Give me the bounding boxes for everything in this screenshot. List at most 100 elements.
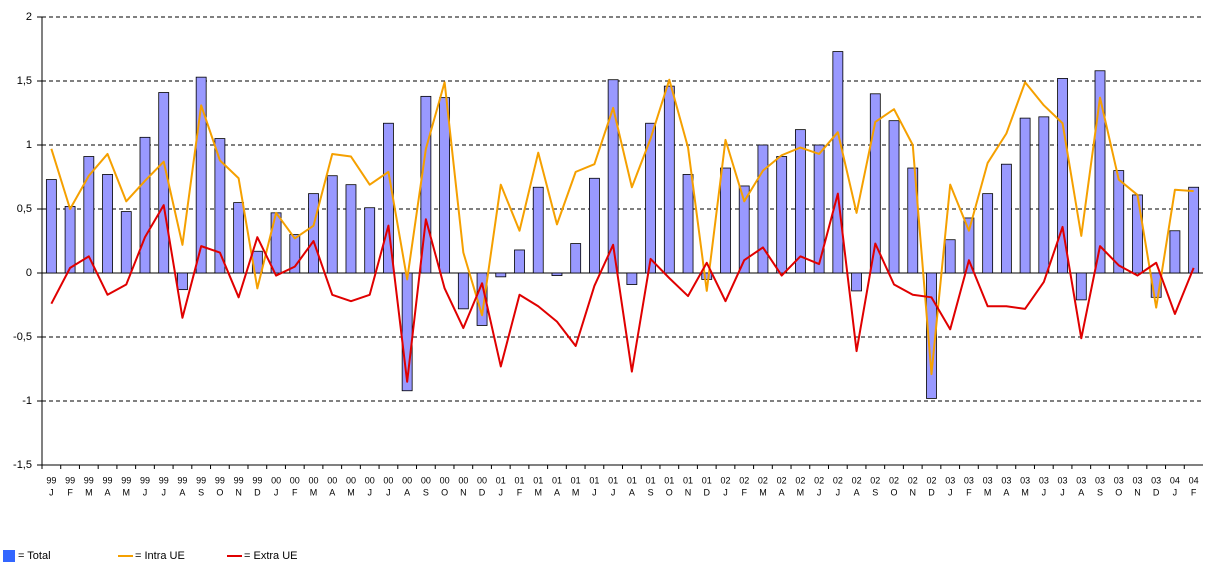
x-tick-year: 01 (646, 475, 656, 485)
bar (289, 234, 301, 274)
x-tick-month: F (1191, 487, 1197, 497)
x-tick-year: 02 (833, 475, 843, 485)
x-tick-year: 00 (383, 475, 393, 485)
x-tick-month: J (274, 487, 279, 497)
bar (120, 211, 132, 274)
x-tick-year: 02 (739, 475, 749, 485)
y-tick-label: -1,5 (13, 459, 32, 471)
x-tick-year: 01 (552, 475, 562, 485)
x-tick-month: O (666, 487, 673, 497)
x-tick-year: 00 (458, 475, 468, 485)
x-tick-month: A (1078, 487, 1084, 497)
bar (1113, 170, 1125, 274)
bar (158, 92, 170, 274)
x-tick-month: D (1153, 487, 1160, 497)
legend-label: = Total (18, 550, 51, 562)
bar (83, 156, 95, 274)
x-tick-month: M (310, 487, 318, 497)
bar (308, 193, 319, 274)
x-tick-year: 00 (327, 475, 337, 485)
x-tick-month: F (292, 487, 298, 497)
bar (495, 272, 507, 278)
x-tick-year: 00 (365, 475, 375, 485)
bar (738, 185, 750, 274)
bar (1019, 117, 1031, 274)
bar (233, 202, 245, 274)
x-tick-year: 03 (1095, 475, 1105, 485)
x-tick-month: J (592, 487, 597, 497)
bar (963, 217, 975, 274)
x-tick-month: M (797, 487, 805, 497)
x-tick-year: 99 (234, 475, 244, 485)
x-tick-year: 01 (608, 475, 618, 485)
y-tick-label: -0,5 (13, 331, 32, 343)
x-tick-year: 99 (196, 475, 206, 485)
bar (926, 272, 937, 399)
bar (832, 51, 844, 274)
x-tick-month: J (1060, 487, 1065, 497)
bar (888, 120, 900, 274)
x-tick-year: 03 (1076, 475, 1086, 485)
x-tick-year: 03 (1132, 475, 1142, 485)
x-tick-month: A (1003, 487, 1009, 497)
x-tick-year: 01 (683, 475, 693, 485)
x-tick-year: 99 (121, 475, 131, 485)
bar (195, 76, 207, 274)
x-tick-year: 00 (309, 475, 319, 485)
x-tick-year: 99 (159, 475, 169, 485)
line (50, 78, 1194, 376)
x-tick-month: J (723, 487, 728, 497)
x-tick-month: N (460, 487, 467, 497)
bar (1150, 272, 1162, 298)
bar (701, 272, 713, 280)
bar (757, 144, 769, 274)
bar (1094, 70, 1106, 274)
x-tick-year: 99 (65, 475, 75, 485)
x-tick-year: 00 (402, 475, 412, 485)
x-tick-month: A (854, 487, 860, 497)
x-tick-year: 01 (571, 475, 581, 485)
x-tick-month: J (367, 487, 372, 497)
x-tick-month: M (534, 487, 542, 497)
y-tick-label: -1 (22, 395, 32, 407)
x-tick-month: J (143, 487, 148, 497)
x-tick-year: 01 (533, 475, 543, 485)
x-tick-month: J (817, 487, 822, 497)
line (50, 192, 1195, 383)
bar (102, 174, 113, 274)
bar (45, 179, 57, 274)
x-tick-year: 03 (1114, 475, 1124, 485)
x-tick-year: 03 (964, 475, 974, 485)
x-tick-month: N (685, 487, 692, 497)
bar (364, 207, 376, 274)
bar (1038, 116, 1050, 274)
x-tick-month: M (347, 487, 355, 497)
x-tick-year: 99 (215, 475, 225, 485)
x-tick-month: A (404, 487, 410, 497)
x-tick-year: 03 (945, 475, 955, 485)
x-tick-year: 03 (1058, 475, 1068, 485)
x-tick-month: S (872, 487, 878, 497)
x-tick-month: O (891, 487, 898, 497)
bar (869, 93, 881, 274)
x-tick-year: 99 (46, 475, 56, 485)
legend-swatch (3, 550, 15, 562)
x-tick-month: J (1042, 487, 1047, 497)
bar (776, 156, 788, 274)
x-tick-month: D (254, 487, 261, 497)
y-tick-label: 1,5 (17, 75, 32, 87)
bar (1000, 163, 1012, 274)
x-tick-year: 99 (177, 475, 187, 485)
x-tick-month: N (235, 487, 242, 497)
x-tick-month: A (329, 487, 335, 497)
bar (570, 243, 582, 274)
x-tick-year: 02 (889, 475, 899, 485)
x-tick-month: A (179, 487, 185, 497)
x-tick-month: J (1173, 487, 1178, 497)
bar (589, 177, 600, 274)
x-tick-year: 01 (664, 475, 674, 485)
bar (270, 212, 282, 274)
bar (1169, 230, 1181, 274)
bar (532, 186, 544, 274)
x-tick-month: N (1134, 487, 1141, 497)
